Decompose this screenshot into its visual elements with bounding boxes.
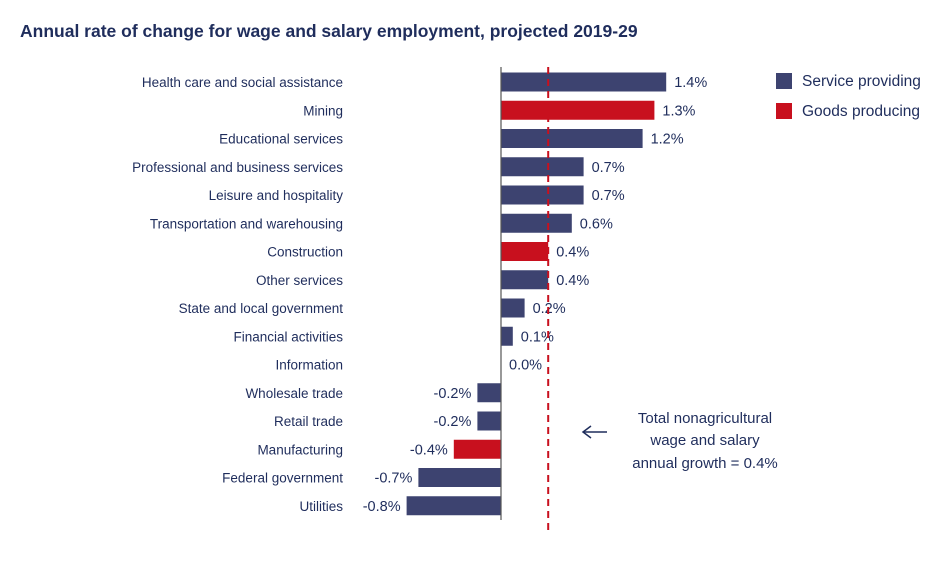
category-label-educational-services: Educational services bbox=[219, 132, 343, 147]
category-labels: Health care and social assistance Mining E… bbox=[132, 75, 343, 514]
bar-state-and-local-government bbox=[501, 298, 525, 318]
value-label-mining: 1.3% bbox=[662, 103, 695, 119]
value-label-health-care-and-social-assistance: 1.4% bbox=[674, 75, 707, 91]
category-label-utilities: Utilities bbox=[299, 499, 343, 514]
value-label-wholesale-trade: -0.2% bbox=[434, 386, 472, 402]
category-label-mining: Mining bbox=[303, 103, 343, 118]
value-label-federal-government: -0.7% bbox=[375, 471, 413, 487]
category-label-professional-and-business-services: Professional and business services bbox=[132, 160, 343, 175]
bar-mining bbox=[501, 100, 655, 120]
bar-educational-services bbox=[501, 129, 643, 148]
category-label-federal-government: Federal government bbox=[222, 471, 343, 486]
value-label-leisure-and-hospitality: 0.7% bbox=[592, 188, 625, 204]
annotation-line-3: annual growth = 0.4% bbox=[632, 455, 778, 472]
category-label-state-and-local-government: State and local government bbox=[179, 301, 344, 316]
value-label-information: 0.0% bbox=[509, 358, 542, 374]
value-label-construction: 0.4% bbox=[556, 245, 589, 261]
value-label-financial-activities: 0.1% bbox=[521, 329, 554, 345]
category-label-information: Information bbox=[275, 358, 343, 373]
value-label-utilities: -0.8% bbox=[363, 499, 401, 515]
chart-title: Annual rate of change for wage and salar… bbox=[20, 21, 638, 41]
value-labels: 1.4%1.3%1.2%0.7%0.7%0.6%0.4%0.4%0.2%0.1%… bbox=[363, 75, 708, 515]
value-label-educational-services: 1.2% bbox=[651, 132, 684, 148]
value-label-retail-trade: -0.2% bbox=[434, 414, 472, 430]
value-label-professional-and-business-services: 0.7% bbox=[592, 160, 625, 176]
category-label-retail-trade: Retail trade bbox=[274, 414, 343, 429]
legend-label-service: Service providing bbox=[802, 73, 921, 90]
bar-health-care-and-social-assistance bbox=[501, 72, 667, 92]
annotation-line-2: wage and salary bbox=[649, 432, 760, 449]
category-label-transportation-and-warehousing: Transportation and warehousing bbox=[150, 216, 343, 231]
bar-leisure-and-hospitality bbox=[501, 185, 584, 205]
value-label-other-services: 0.4% bbox=[556, 273, 589, 289]
category-label-financial-activities: Financial activities bbox=[233, 329, 343, 344]
legend-label-goods: Goods producing bbox=[802, 103, 920, 120]
value-label-transportation-and-warehousing: 0.6% bbox=[580, 216, 613, 232]
legend-swatch-goods bbox=[776, 103, 792, 119]
arrow-left-icon bbox=[581, 425, 607, 439]
category-label-leisure-and-hospitality: Leisure and hospitality bbox=[209, 188, 344, 203]
legend-swatch-service bbox=[776, 73, 792, 89]
bar-financial-activities bbox=[501, 326, 513, 346]
bar-other-services bbox=[501, 270, 549, 290]
annotation-line-1: Total nonagricultural bbox=[638, 410, 772, 427]
category-label-other-services: Other services bbox=[256, 273, 343, 288]
category-label-health-care-and-social-assistance: Health care and social assistance bbox=[142, 75, 343, 90]
bar-federal-government bbox=[418, 468, 501, 487]
bar-utilities bbox=[406, 496, 501, 516]
bar-construction bbox=[501, 242, 549, 261]
legend: Service providing Goods producing bbox=[776, 73, 921, 120]
bar-retail-trade bbox=[477, 411, 501, 431]
category-label-construction: Construction bbox=[267, 245, 343, 260]
category-label-manufacturing: Manufacturing bbox=[257, 442, 343, 457]
category-label-wholesale-trade: Wholesale trade bbox=[245, 386, 343, 401]
bar-wholesale-trade bbox=[477, 383, 501, 403]
bar-transportation-and-warehousing bbox=[501, 213, 572, 233]
bars-group bbox=[406, 72, 667, 516]
bar-manufacturing bbox=[453, 439, 501, 459]
bar-professional-and-business-services bbox=[501, 157, 584, 177]
annotation: Total nonagricultural wage and salary an… bbox=[581, 410, 778, 472]
value-label-manufacturing: -0.4% bbox=[410, 442, 448, 458]
